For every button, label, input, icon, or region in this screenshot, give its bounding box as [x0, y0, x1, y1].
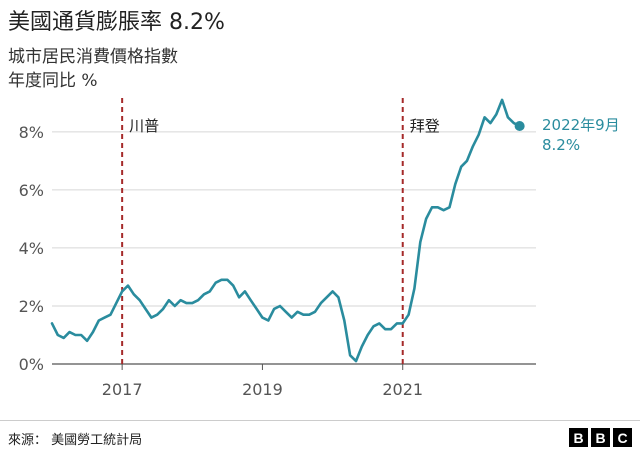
- series-layer: [52, 100, 520, 361]
- logo-letter-1: B: [569, 428, 588, 447]
- logo-letter-3: C: [613, 428, 632, 447]
- y-tick-label: 2%: [19, 297, 44, 316]
- last-point-marker: [515, 121, 525, 131]
- source-note: 來源： 美國勞工統計局: [8, 429, 142, 448]
- event-markers: 川普 拜登: [122, 98, 440, 364]
- footer-divider: [0, 420, 640, 421]
- event-label: 川普: [129, 117, 159, 135]
- x-tick-label: 2021: [382, 380, 423, 399]
- y-tick-label: 0%: [19, 355, 44, 374]
- y-tick-label: 8%: [19, 123, 44, 142]
- y-axis-ticks: 0% 2% 4% 6% 8%: [19, 123, 44, 374]
- x-axis-ticks: 2017 2019 2021: [102, 364, 423, 399]
- cpi-series-line: [52, 100, 520, 361]
- y-tick-label: 4%: [19, 239, 44, 258]
- x-tick-label: 2019: [242, 380, 283, 399]
- gridlines: [52, 132, 536, 364]
- y-tick-label: 6%: [19, 181, 44, 200]
- bbc-logo: B B C: [569, 428, 632, 447]
- x-tick-label: 2017: [102, 380, 143, 399]
- event-label: 拜登: [410, 117, 440, 135]
- end-label-group: 2022年9月 8.2%: [515, 116, 620, 154]
- logo-letter-2: B: [591, 428, 610, 447]
- last-point-value-label: 8.2%: [542, 136, 580, 154]
- last-point-date-label: 2022年9月: [542, 116, 620, 134]
- line-chart: 0% 2% 4% 6% 8% 2017 2019 2021 川普 拜登 2022年9月 8.2%: [0, 0, 640, 420]
